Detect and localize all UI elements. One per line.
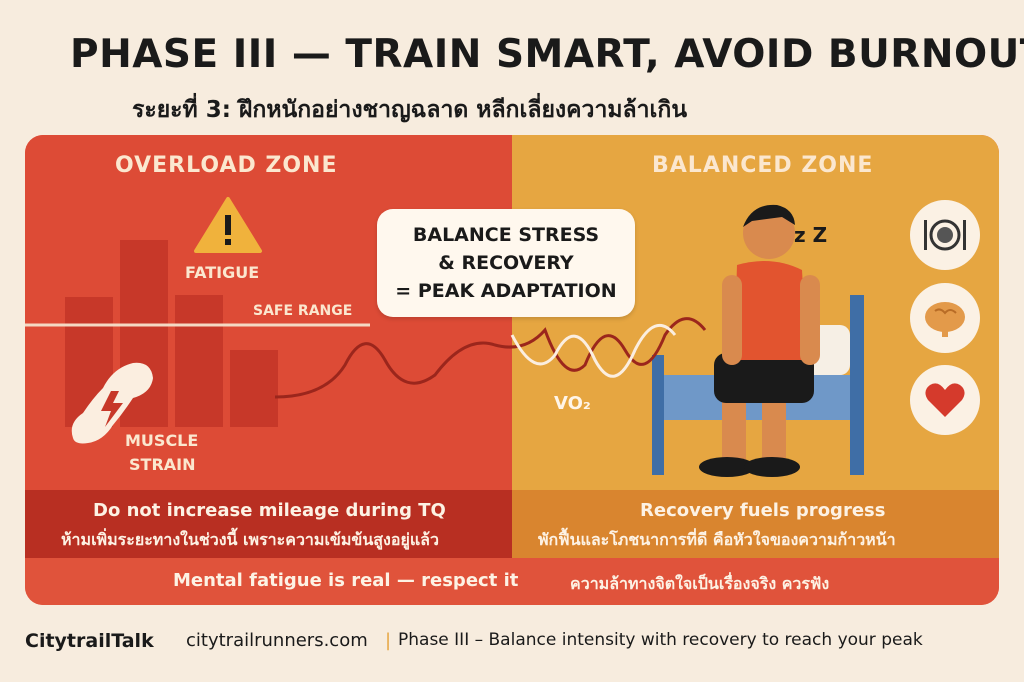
footer-tagline: Phase III – Balance intensity with recov… (398, 630, 923, 650)
page-subtitle: ระยะที่ 3: ฝึกหนักอย่างชาญฉลาด หลีกเลี่ย… (132, 97, 688, 123)
warning-icon (194, 197, 262, 253)
balanced-zone-title: BALANCED ZONE (652, 153, 874, 178)
heart-icon (925, 383, 965, 417)
recovery-th: พักฟื้นและโภชนาการที่ดี คือหัวใจของความก… (538, 530, 896, 549)
mileage-warning-box: Do not increase mileage during TQ ห้ามเพ… (25, 490, 512, 558)
load-bar-4 (230, 350, 278, 427)
recovery-en: Recovery fuels progress (640, 500, 886, 521)
brain-circle (910, 283, 980, 353)
callout-line-2: & RECOVERY (438, 252, 574, 274)
heart-circle (910, 365, 980, 435)
balance-callout: BALANCE STRESS & RECOVERY = PEAK ADAPTAT… (377, 209, 635, 317)
resting-runner-illustration (652, 204, 864, 477)
page-title: PHASE III — TRAIN SMART, AVOID BURNOUT (70, 32, 1024, 77)
overload-zone-title: OVERLOAD ZONE (115, 153, 338, 178)
fatigue-label: FATIGUE (185, 263, 260, 282)
brand-name: CitytrailTalk (25, 630, 154, 652)
mileage-warning-en: Do not increase mileage during TQ (93, 500, 446, 521)
recovery-box: Recovery fuels progress พักฟื้นและโภชนาก… (512, 490, 999, 558)
safe-range-wave (25, 317, 707, 399)
vo2-label: VO₂ (554, 393, 591, 414)
mental-fatigue-en: Mental fatigue is real — respect it (173, 570, 519, 591)
website-link[interactable]: citytrailrunners.com (186, 630, 368, 651)
plate-cutlery-icon (924, 219, 966, 251)
muscle-lightning-icon (71, 362, 153, 444)
mental-fatigue-strip: Mental fatigue is real — respect it ความ… (25, 558, 999, 605)
brain-icon (925, 302, 965, 337)
load-bar-3 (175, 295, 223, 427)
nutrition-circle (910, 200, 980, 270)
infographic-panel: OVERLOAD ZONE FATIGUE SAFE RANGE MUSCLE … (25, 135, 999, 605)
mental-fatigue-th: ความล้าทางจิตใจเป็นเรื่องจริง ควรฟัง (570, 574, 830, 593)
sleep-z-label: z Z (794, 223, 828, 247)
footer-separator: | (385, 630, 392, 651)
callout-line-1: BALANCE STRESS (412, 224, 600, 246)
mileage-warning-th: ห้ามเพิ่มระยะทางในช่วงนี้ เพราะความเข้มข… (61, 530, 439, 549)
muscle-label: MUSCLE (125, 431, 199, 450)
safe-range-label: SAFE RANGE (253, 303, 353, 319)
callout-line-3: = PEAK ADAPTATION (395, 280, 617, 302)
strain-label: STRAIN (129, 455, 196, 474)
